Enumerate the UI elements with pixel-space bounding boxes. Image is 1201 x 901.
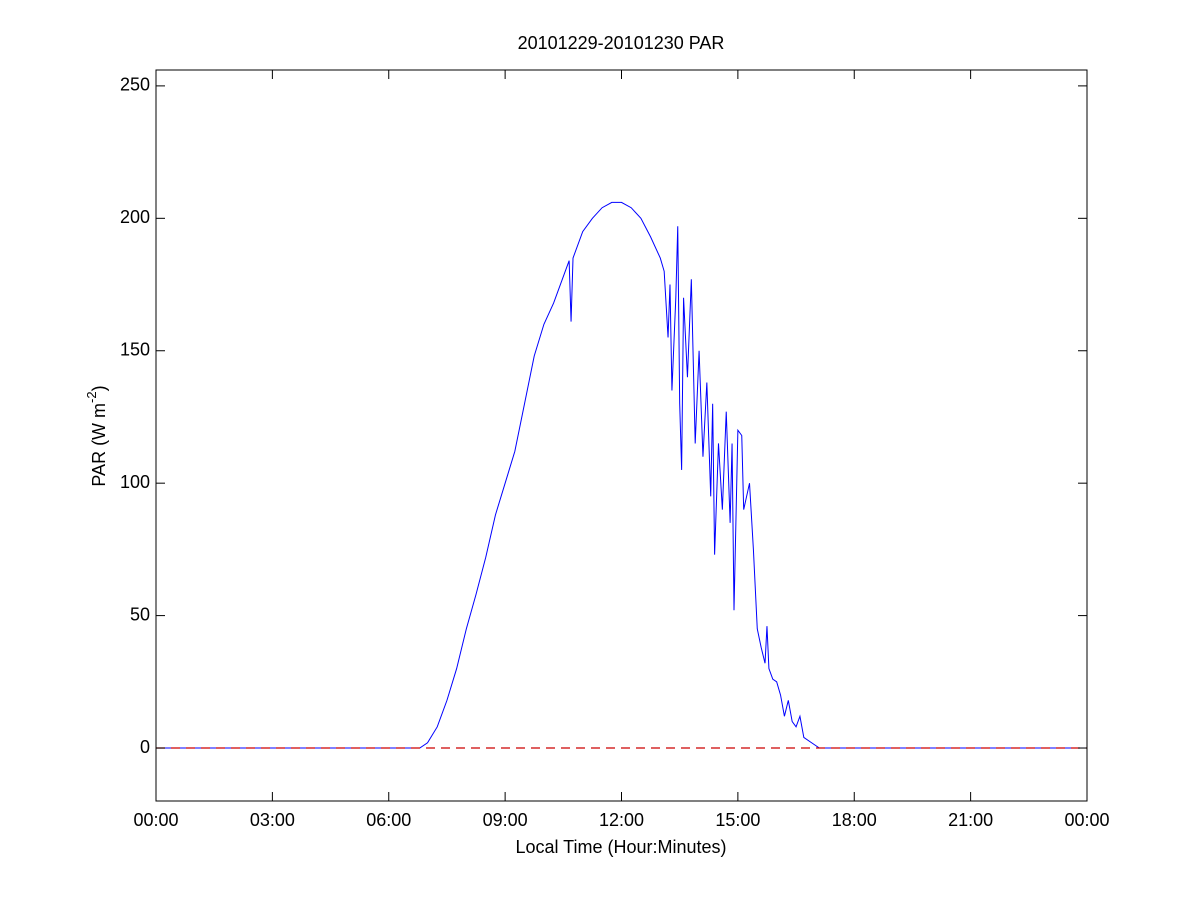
x-tick-label: 18:00 (832, 810, 877, 830)
y-axis-label-part: PAR (W m (89, 403, 109, 487)
x-tick-label: 09:00 (483, 810, 528, 830)
x-tick-label: 21:00 (948, 810, 993, 830)
y-tick-label: 50 (130, 604, 150, 624)
y-axis-label-part: ) (89, 385, 109, 391)
y-axis-label-part: -2 (84, 391, 99, 403)
x-tick-label: 00:00 (133, 810, 178, 830)
y-tick-label: 200 (120, 207, 150, 227)
y-axis-label: PAR (W m-2) (84, 385, 109, 486)
y-tick-label: 0 (140, 737, 150, 757)
y-tick-label: 100 (120, 472, 150, 492)
x-tick-label: 00:00 (1064, 810, 1109, 830)
chart-title: 20101229-20101230 PAR (518, 33, 725, 53)
y-tick-label: 150 (120, 339, 150, 359)
x-tick-label: 03:00 (250, 810, 295, 830)
data-line (156, 201, 1087, 749)
x-axis-label: Local Time (Hour:Minutes) (515, 837, 726, 857)
x-tick-label: 06:00 (366, 810, 411, 830)
x-tick-label: 12:00 (599, 810, 644, 830)
x-tick-label: 15:00 (715, 810, 760, 830)
y-tick-label: 250 (120, 75, 150, 95)
